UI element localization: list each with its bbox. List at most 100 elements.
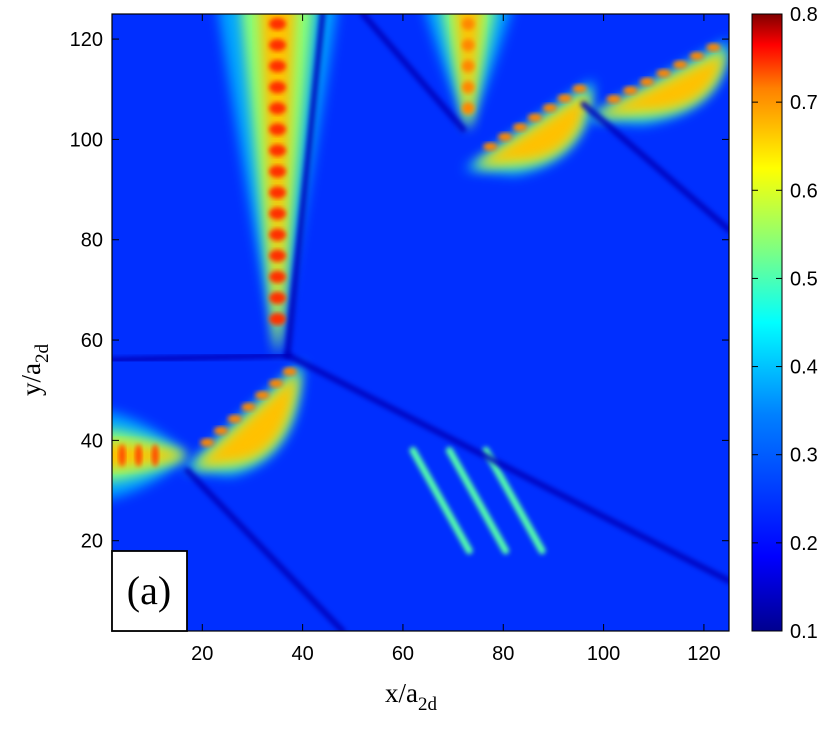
feature-streak <box>445 446 510 555</box>
x-axis-label-sub: 2d <box>418 694 438 715</box>
y-tick-label: 40 <box>81 430 103 452</box>
feature-peak-dot <box>461 18 475 31</box>
y-axis: 20 40 60 80 100 120 <box>70 29 729 553</box>
colorbar-tick-label: 0.5 <box>790 268 818 290</box>
feature-peak-dot <box>268 379 283 388</box>
feature-peak-dot <box>282 367 297 376</box>
feature-peak-dot <box>269 18 286 31</box>
feature-peak-dot <box>461 102 475 115</box>
feature-peak-dot <box>461 39 475 52</box>
feature-peak-dot <box>269 186 286 199</box>
heatmap-valley-1 <box>184 467 346 631</box>
colorbar-tick-label: 0.2 <box>790 533 818 555</box>
feature-peak-dot <box>269 39 286 52</box>
feature-band <box>259 14 296 356</box>
y-tick-label: 100 <box>70 129 103 151</box>
feature-peak-dot <box>255 391 270 400</box>
y-tick-label: 60 <box>81 330 103 352</box>
x-tick-label: 120 <box>687 643 720 665</box>
feature-peak-dot <box>269 60 286 73</box>
feature-peak-dot <box>656 69 671 78</box>
feature-peak-dot <box>269 165 286 178</box>
feature-peak-dot <box>269 249 286 262</box>
feature-peak-dot <box>606 94 621 103</box>
colorbar-tick-label: 0.3 <box>790 445 818 467</box>
feature-peak-dot <box>461 81 475 94</box>
colorbar <box>751 13 783 632</box>
feature-streak <box>409 446 473 555</box>
feature-peak-dot <box>269 123 286 136</box>
heatmap-valley-3 <box>284 14 326 359</box>
feature-peak-dot <box>227 414 242 423</box>
heatmap-feature-4 <box>463 79 594 176</box>
heatmap-valley-4 <box>359 14 467 133</box>
feature-peak-dot <box>527 113 542 122</box>
colorbar-tick-label: 0.4 <box>790 357 818 379</box>
feature-peak-dot <box>706 43 721 52</box>
feature-peak-dot <box>269 228 286 241</box>
feature-peak-dot <box>557 94 572 103</box>
heatmap-plot <box>112 14 729 631</box>
x-axis-label-main: x/a <box>385 678 418 708</box>
x-tick-label: 60 <box>392 643 414 665</box>
y-axis-label-sub: 2d <box>32 344 53 364</box>
feature-band <box>597 53 724 116</box>
heatmap-feature-1 <box>182 360 303 477</box>
plot-frame <box>111 13 730 632</box>
colorbar-tick-label: 0.1 <box>790 621 818 643</box>
feature-peak-dot <box>542 103 557 112</box>
heatmap-valley-5 <box>580 101 729 233</box>
feature-peak-dot <box>241 403 256 412</box>
feature-peak-dot <box>269 291 286 304</box>
feature-peak-dot <box>512 123 527 132</box>
feature-peak-dot <box>269 207 286 220</box>
heatmap-feature-0 <box>218 14 337 356</box>
feature-peak-dot <box>213 426 228 435</box>
feature-peak-dot <box>269 81 286 94</box>
heatmap-valley-0 <box>284 352 729 584</box>
feature-band <box>112 442 188 469</box>
heatmap-feature-2 <box>112 412 188 499</box>
y-axis-label: y/a2d <box>16 344 53 397</box>
feature-peak-dot <box>572 84 587 93</box>
feature-band <box>477 93 588 166</box>
x-tick-label: 20 <box>191 643 213 665</box>
colorbar-tick-label: 0.8 <box>790 4 818 26</box>
feature-peak-dot <box>623 86 638 95</box>
heatmap-features <box>112 14 729 631</box>
x-tick-label: 40 <box>291 643 313 665</box>
feature-streak <box>482 446 546 555</box>
feature-peak-dot <box>151 444 159 467</box>
x-tick-label: 100 <box>587 643 620 665</box>
feature-peak-dot <box>498 132 513 141</box>
feature-peak-dot <box>269 312 286 325</box>
feature-peak-dot <box>269 102 286 115</box>
y-tick-label: 20 <box>81 531 103 553</box>
feature-peak-dot <box>118 444 126 467</box>
panel-label-box <box>111 550 188 632</box>
feature-band <box>196 374 298 467</box>
colorbar-tick-label: 0.6 <box>790 180 818 202</box>
x-tick-label: 80 <box>492 643 514 665</box>
y-axis-label-main: y/a <box>16 363 46 396</box>
heatmap-feature-5 <box>583 39 729 126</box>
feature-peak-dot <box>200 438 215 447</box>
feature-peak-dot <box>461 60 475 73</box>
feature-peak-dot <box>135 444 143 467</box>
feature-peak-dot <box>483 142 498 151</box>
panel-label: (a) <box>127 568 171 613</box>
y-tick-label: 80 <box>81 230 103 252</box>
y-tick-label: 120 <box>70 29 103 51</box>
x-axis: 20 40 60 80 100 120 <box>191 14 721 665</box>
heatmap-feature-6 <box>409 446 546 555</box>
feature-band <box>189 367 300 470</box>
feature-peak-dot <box>269 144 286 157</box>
colorbar-tick-label: 0.7 <box>790 92 818 114</box>
colorbar-ticks: 0.1 0.2 0.3 0.4 0.5 0.6 0.7 0.8 <box>752 4 818 643</box>
heatmap-feature-3 <box>426 14 511 130</box>
heatmap-valley-2 <box>112 352 291 364</box>
x-axis-label: x/a2d <box>385 678 438 715</box>
feature-peak-dot <box>689 51 704 60</box>
feature-peak-dot <box>269 270 286 283</box>
